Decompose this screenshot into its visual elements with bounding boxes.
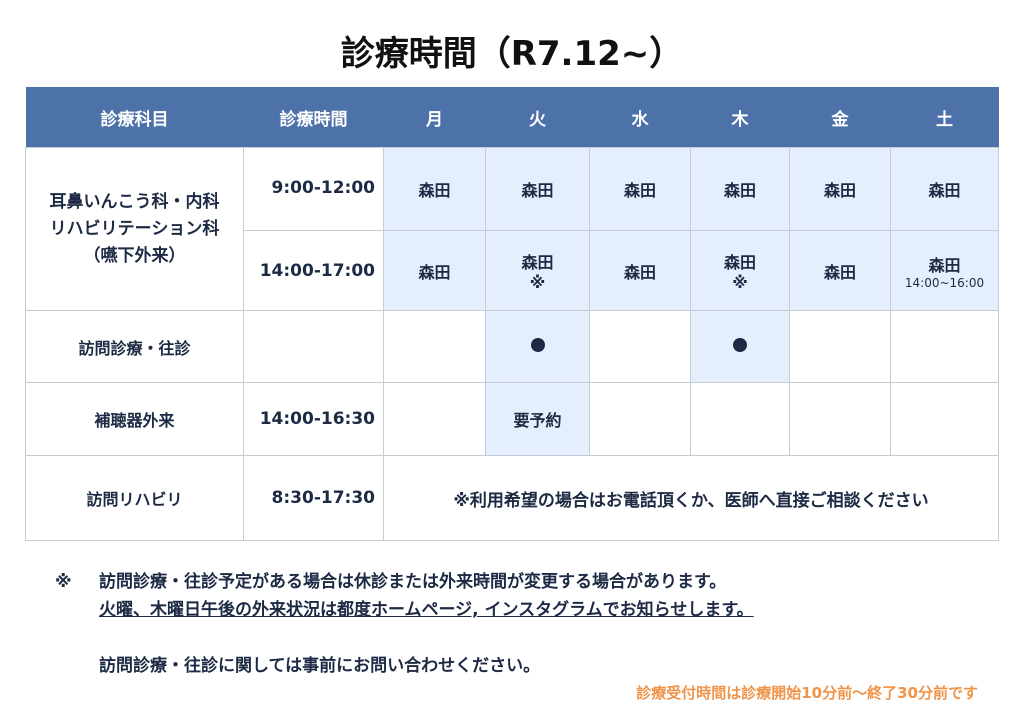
dept-visit: 訪問診療・往診 [25, 310, 244, 383]
cell: 森田 [789, 230, 891, 311]
cell [690, 310, 790, 383]
table-row: 訪問リハビリ 8:30-17:30 ※利用希望の場合はお電話頂くか、医師へ直接ご… [25, 455, 999, 541]
cell: 森田 [690, 147, 790, 231]
time-am: 9:00-12:00 [243, 147, 384, 231]
note-line: 訪問診療・往診に関しては事前にお問い合わせください。 [99, 656, 541, 676]
table-row: 補聴器外来 14:00-16:30 要予約 [25, 382, 999, 456]
cell: 要予約 [485, 382, 590, 456]
doctor: 森田 [521, 253, 554, 272]
cell [589, 310, 691, 383]
dept-line: リハビリテーション科 [49, 218, 220, 239]
header-thu: 木 [690, 87, 790, 148]
note-mark: ※ [55, 572, 72, 592]
note-mark: ※ [529, 273, 546, 292]
time-hearing: 14:00-16:30 [243, 382, 384, 456]
cell [485, 310, 590, 383]
cell: 森田 [789, 147, 891, 231]
time-rehab: 8:30-17:30 [243, 455, 384, 541]
dot-icon [733, 338, 747, 352]
notes: ※ 訪問診療・往診予定がある場合は休診または外来時間が変更する場合があります。 … [55, 568, 754, 680]
header-sat: 土 [890, 87, 999, 148]
table-row: 14:00-17:00 森田 森田 ※ 森田 森田 ※ 森田 森田 14:00~16:… [26, 230, 999, 311]
cell [383, 382, 486, 456]
doctor: 森田 [928, 255, 961, 275]
time-pm: 14:00-17:00 [243, 230, 384, 311]
reception-note: 診療受付時間は診療開始10分前～終了30分前です [636, 684, 978, 702]
cell: 森田 [589, 147, 691, 231]
dept-ent: 耳鼻いんこう科・内科 リハビリテーション科 （嚥下外来） [25, 147, 244, 311]
page-title: 診療時間（R7.12~） [340, 34, 684, 74]
note-mark: ※ [732, 273, 748, 292]
header-time: 診療時間 [243, 87, 384, 148]
doctor: 森田 [723, 253, 756, 272]
note-line-underlined: 火曜、木曜日午後の外来状況は都度ホームページ, インスタグラムでお知らせします。 [99, 600, 754, 620]
header-fri: 金 [789, 87, 891, 148]
schedule-table: 診療科目 診療時間 月 火 水 木 金 土 耳鼻いんこう科・内科 リハビリテーシ… [25, 87, 999, 541]
dept-line: （嚥下外来） [83, 245, 186, 266]
header-dept: 診療科目 [25, 87, 244, 148]
cell [890, 382, 999, 456]
dept-rehab: 訪問リハビリ [25, 455, 244, 541]
table-row: 耳鼻いんこう科・内科 リハビリテーション科 （嚥下外来） 9:00-12:00 … [25, 147, 999, 311]
cell [890, 310, 999, 383]
cell: 森田 ※ [690, 230, 790, 311]
header-wed: 水 [589, 87, 691, 148]
cell: 森田 [383, 230, 486, 311]
note-line: 訪問診療・往診予定がある場合は休診または外来時間が変更する場合があります。 [99, 572, 727, 592]
cell [690, 382, 790, 456]
table-row: 訪問診療・往診 [25, 310, 999, 383]
cell [383, 310, 486, 383]
cell: 森田 [383, 147, 486, 231]
table-header: 診療科目 診療時間 月 火 水 木 金 土 [25, 87, 999, 148]
cell: 森田 14:00~16:00 [890, 230, 999, 311]
cell: 森田 [485, 147, 590, 231]
sat-hours: 14:00~16:00 [904, 275, 985, 290]
header-tue: 火 [485, 87, 590, 148]
cell: 森田 [890, 147, 999, 231]
time-visit [243, 310, 384, 383]
dept-line: 耳鼻いんこう科・内科 [49, 191, 220, 212]
cell: 森田 ※ [485, 230, 590, 311]
rehab-note: ※利用希望の場合はお電話頂くか、医師へ直接ご相談ください [383, 455, 999, 541]
cell: 森田 [589, 230, 691, 311]
dot-icon [530, 338, 545, 352]
cell [789, 382, 891, 456]
cell [789, 310, 891, 383]
cell [589, 382, 691, 456]
header-mon: 月 [383, 87, 486, 148]
dept-hearing: 補聴器外来 [25, 382, 244, 456]
